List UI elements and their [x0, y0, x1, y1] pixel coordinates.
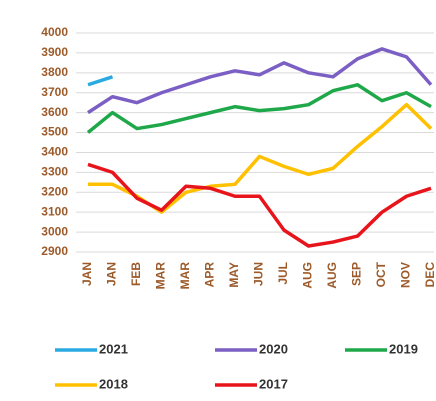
x-tick-label: MAR	[154, 262, 168, 290]
y-tick-label: 3300	[41, 165, 68, 179]
y-tick-label: 3000	[41, 224, 68, 238]
x-tick-label: SEP	[350, 262, 364, 286]
y-tick-label: 4000	[41, 25, 68, 39]
x-tick-label: JUN	[252, 262, 266, 286]
y-tick-label: 3800	[41, 65, 68, 79]
x-tick-label: JAN	[80, 262, 94, 286]
legend-label: 2019	[389, 341, 418, 356]
y-tick-label: 3500	[41, 125, 68, 139]
x-tick-label: NOV	[399, 262, 413, 288]
y-tick-label: 2900	[41, 244, 68, 258]
series-line	[87, 75, 114, 87]
x-tick-label: AUG	[325, 262, 339, 289]
x-tick-label: DEC	[423, 262, 436, 288]
x-tick-label: AUG	[301, 262, 315, 289]
x-tick-label: JAN	[105, 262, 119, 286]
legend-label: 2018	[99, 376, 128, 391]
series-line	[87, 162, 432, 248]
series-line	[86, 83, 432, 134]
y-tick-label: 3400	[41, 145, 68, 159]
x-tick-label: APR	[203, 262, 217, 288]
y-tick-label: 3600	[41, 105, 68, 119]
x-tick-label: MAY	[227, 262, 241, 288]
legend-label: 2017	[259, 376, 288, 391]
y-tick-label: 3700	[41, 85, 68, 99]
series-line	[87, 47, 433, 115]
x-tick-label: JUL	[276, 262, 290, 285]
x-tick-label: FEB	[129, 262, 143, 286]
y-tick-label: 3100	[41, 204, 68, 218]
y-tick-label: 3200	[41, 184, 68, 198]
x-tick-label: OCT	[374, 261, 388, 287]
y-tick-label: 3900	[41, 45, 68, 59]
x-tick-label: MAR	[178, 262, 192, 290]
legend-label: 2020	[259, 341, 288, 356]
legend-label: 2021	[99, 341, 128, 356]
